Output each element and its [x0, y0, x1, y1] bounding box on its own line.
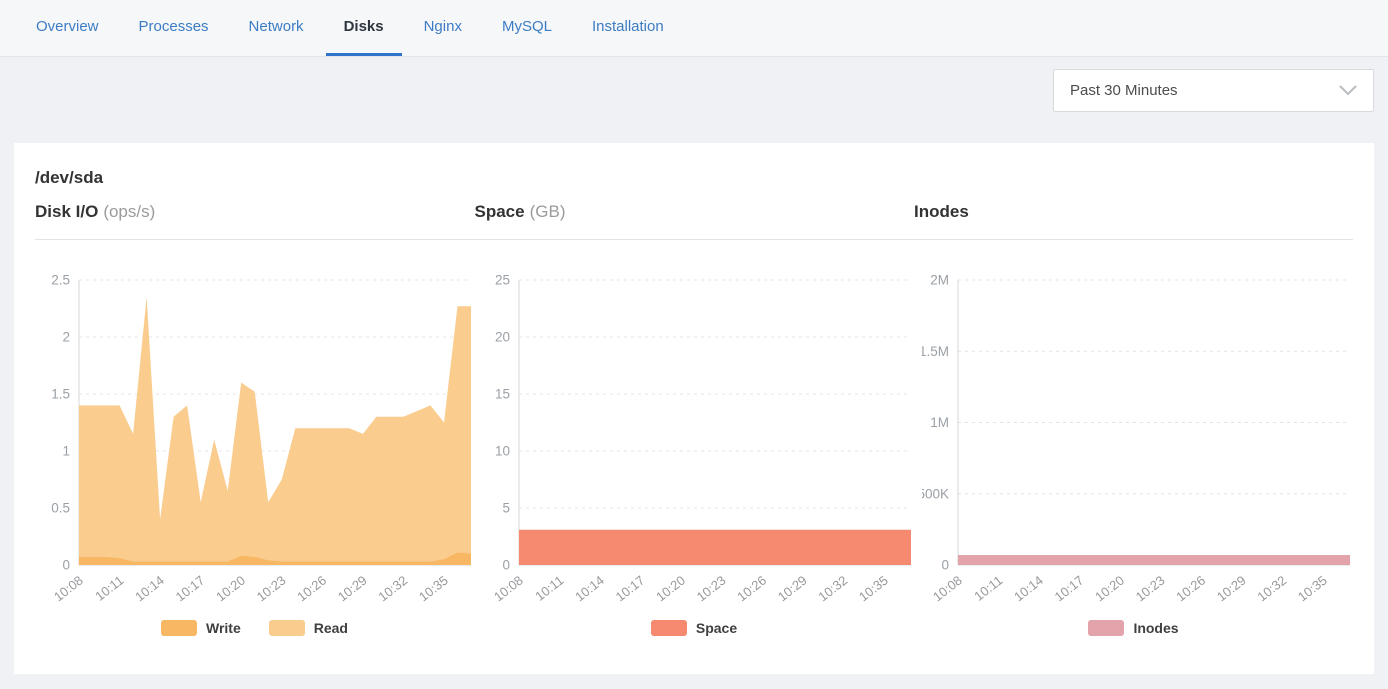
time-range-value: Past 30 Minutes: [1070, 82, 1178, 99]
charts-row: 0 0.5 1 1.5 2 2.5 10:08 10:11 10:14 10:17 10:20 10:…: [35, 260, 1353, 636]
x-axis-tick-label: 10:29: [335, 573, 370, 605]
y-axis-tick-label: 25: [494, 273, 509, 288]
disk-io-chart-canvas: 0 0.5 1 1.5 2 2.5 10:08 10:11 10:14 10:17 10:20 10:…: [35, 260, 474, 605]
legend-item-read[interactable]: Read: [268, 619, 348, 636]
x-axis-tick-label: 10:23: [254, 573, 289, 605]
x-axis-tick-label: 10:32: [1254, 573, 1289, 605]
x-axis-tick-label: 10:26: [1173, 573, 1208, 605]
x-axis-tick-label: 10:14: [572, 573, 607, 605]
tab-installation[interactable]: Installation: [591, 18, 664, 35]
y-axis-tick-label: 2M: [930, 273, 949, 288]
x-axis-tick-label: 10:26: [294, 573, 329, 605]
series-area-read: [79, 297, 471, 565]
x-axis-tick-label: 10:11: [92, 573, 126, 604]
y-axis-tick-label: 0: [62, 558, 70, 573]
tab-disks[interactable]: Disks: [325, 0, 402, 56]
x-axis-tick-label: 10:11: [971, 573, 1005, 604]
x-axis-tick-label: 10:08: [930, 573, 965, 605]
top-tab-bar: Overview Processes Network Disks Nginx M…: [0, 0, 1388, 57]
series-area-space: [518, 529, 911, 565]
disk-io-chart-title: Disk I/O (ops/s): [35, 199, 474, 225]
disk-device-card: /dev/sda Disk I/O (ops/s) Space (GB) Inode…: [14, 143, 1374, 674]
x-axis-tick-label: 10:17: [173, 573, 208, 605]
y-axis-tick-label: 0: [502, 558, 510, 573]
x-axis-tick-label: 10:14: [132, 573, 167, 605]
x-axis-tick-label: 10:11: [532, 573, 566, 604]
y-axis-tick-label: 2: [62, 330, 70, 345]
tab-processes[interactable]: Processes: [138, 18, 209, 35]
x-axis-tick-label: 10:20: [1092, 573, 1127, 605]
space-chart-canvas: 0 5 10 15 20 25 10:08 10:11 10:14 10:17 10:20 10:23…: [475, 260, 914, 605]
x-axis-tick-label: 10:26: [734, 573, 769, 605]
y-axis-tick-label: 5: [502, 501, 510, 516]
space-legend: Space: [475, 619, 914, 636]
chart-titles-row: Disk I/O (ops/s) Space (GB) Inodes: [35, 199, 1353, 225]
chart-title-unit: (ops/s): [103, 202, 156, 221]
y-axis-tick-label: 0: [941, 558, 949, 573]
y-axis-tick-label: 20: [494, 330, 509, 345]
x-axis-tick-label: 10:29: [1214, 573, 1249, 605]
y-axis-tick-label: 0.5: [51, 501, 70, 516]
x-axis-tick-label: 10:23: [693, 573, 728, 605]
inodes-chart-canvas: 0 500K 1M 1.5M 2M 10:08 10:11 10:14 10:17 10:20 10…: [914, 260, 1353, 605]
legend-label: Write: [206, 619, 241, 636]
legend-label: Read: [313, 619, 348, 636]
x-axis-tick-label: 10:14: [1011, 573, 1046, 605]
legend-label: Inodes: [1133, 619, 1179, 636]
time-range-select[interactable]: Past 30 Minutes: [1053, 69, 1374, 112]
inodes-legend: Inodes: [914, 619, 1353, 636]
x-axis-tick-label: 10:08: [51, 573, 86, 605]
y-axis-tick-label: 1: [62, 444, 70, 459]
legend-label: Space: [695, 619, 738, 636]
toolbar: Past 30 Minutes: [0, 57, 1388, 143]
disk-io-chart: 0 0.5 1 1.5 2 2.5 10:08 10:11 10:14 10:17 10:20 10:…: [35, 260, 474, 636]
inodes-chart-title: Inodes: [914, 199, 1353, 225]
legend-item-inodes[interactable]: Inodes: [1088, 619, 1179, 636]
x-axis-tick-label: 10:35: [1295, 573, 1330, 605]
legend-item-space[interactable]: Space: [650, 619, 738, 636]
x-axis-tick-label: 10:32: [815, 573, 850, 605]
chart-title-text: Inodes: [914, 202, 969, 221]
legend-swatch: [1088, 619, 1125, 636]
y-axis-tick-label: 2.5: [51, 273, 70, 288]
tab-overview[interactable]: Overview: [36, 18, 99, 35]
chart-title-unit: (GB): [529, 202, 566, 221]
tab-network[interactable]: Network: [248, 18, 304, 35]
legend-swatch: [650, 619, 687, 636]
tab-mysql[interactable]: MySQL: [501, 18, 552, 35]
x-axis-tick-label: 10:23: [1133, 573, 1168, 605]
legend-swatch: [161, 619, 197, 636]
x-axis-tick-label: 10:35: [416, 573, 451, 605]
y-axis-tick-label: 1.5: [51, 387, 70, 402]
chart-title-text: Disk I/O: [35, 202, 99, 221]
y-axis-tick-label: 1.5M: [919, 344, 949, 359]
space-chart-title: Space (GB): [475, 199, 914, 225]
space-chart: 0 5 10 15 20 25 10:08 10:11 10:14 10:17 10:20 10:23…: [475, 260, 914, 636]
x-axis-tick-label: 10:32: [375, 573, 410, 605]
titles-separator: [35, 239, 1353, 240]
y-axis-tick-label: 10: [494, 444, 509, 459]
x-axis-tick-label: 10:20: [213, 573, 248, 605]
tab-nginx[interactable]: Nginx: [423, 18, 462, 35]
y-axis-tick-label: 500K: [917, 486, 949, 501]
inodes-chart: 0 500K 1M 1.5M 2M 10:08 10:11 10:14 10:17 10:20 10…: [914, 260, 1353, 636]
legend-swatch: [268, 619, 305, 636]
y-axis-tick-label: 15: [494, 387, 509, 402]
x-axis-tick-label: 10:17: [1052, 573, 1087, 605]
x-axis-tick-label: 10:17: [612, 573, 647, 605]
y-axis-tick-label: 1M: [930, 415, 949, 430]
disk-io-legend: Write Read: [35, 619, 474, 636]
x-axis-tick-label: 10:29: [774, 573, 809, 605]
series-area-inodes: [958, 555, 1350, 565]
legend-item-write[interactable]: Write: [161, 619, 241, 636]
device-title: /dev/sda: [35, 168, 104, 187]
x-axis-tick-label: 10:35: [855, 573, 890, 605]
chart-title-text: Space: [474, 202, 525, 221]
series-area-write: [79, 552, 471, 565]
chevron-down-icon: [1339, 85, 1357, 96]
x-axis-tick-label: 10:20: [653, 573, 688, 605]
x-axis-tick-label: 10:08: [490, 573, 525, 605]
